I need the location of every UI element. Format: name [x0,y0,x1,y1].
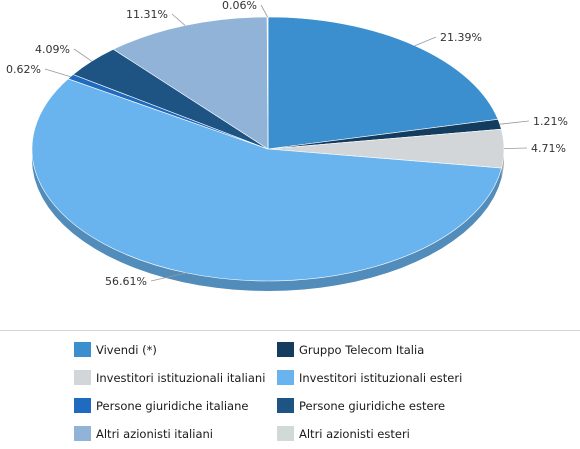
legend-item[interactable]: Investitori istituzionali esteri [277,367,487,388]
slice-data-label-0: 21.39% [440,31,482,44]
leader-line-4 [44,68,71,78]
leader-line-0 [414,36,437,47]
legend-item[interactable]: Investitori istituzionali italiani [74,367,277,388]
slice-data-label-5: 4.09% [35,43,70,56]
slice-data-label-7: 0.06% [222,0,257,12]
legend-swatch [277,426,294,441]
legend-divider [0,330,580,331]
legend-swatch [74,342,91,357]
legend-swatch [277,342,294,357]
leader-lines [44,4,530,282]
legend-swatch [277,370,294,385]
legend-item[interactable]: Persone giuridiche italiane [74,395,277,416]
legend-label: Persone giuridiche italiane [96,398,249,413]
legend-swatch [74,398,91,413]
leader-line-7 [260,4,268,18]
legend-label: Persone giuridiche estere [299,398,446,413]
leader-line-1 [499,120,530,125]
legend-item[interactable]: Gruppo Telecom Italia [277,339,487,360]
slice-data-label-2: 4.71% [531,142,566,155]
legend-label: Altri azionisti italiani [96,426,213,441]
leader-line-6 [171,13,186,26]
legend-item[interactable]: Altri azionisti italiani [74,423,277,444]
slice-data-label-1: 1.21% [533,115,568,128]
leader-line-3 [150,272,187,282]
pie-slice-0[interactable] [267,16,499,150]
pie-slices [31,16,505,282]
legend-label: Investitori istituzionali esteri [299,370,463,385]
legend-item[interactable]: Altri azionisti esteri [277,423,487,444]
legend-item[interactable]: Vivendi (*) [74,339,277,360]
legend-label: Gruppo Telecom Italia [299,342,425,357]
pie-chart: 21.39% 1.21% 4.71% 56.61% 0.62% 4.09% 11.31% 0.… [6,0,568,291]
pie-chart-svg: 21.39% 1.21% 4.71% 56.61% 0.62% 4.09% 11.31% 0.… [6,0,568,291]
legend-item[interactable]: Persone giuridiche estere [277,395,487,416]
slice-labels: 21.39% 1.21% 4.71% 56.61% 0.62% 4.09% 11.31% 0.… [6,0,568,288]
legend-swatch [277,398,294,413]
legend-label: Vivendi (*) [96,342,157,357]
leader-line-2 [503,147,528,149]
legend-label: Altri azionisti esteri [299,426,410,441]
slice-data-label-4: 0.62% [6,63,41,76]
legend-label: Investitori istituzionali italiani [96,370,266,385]
leader-line-5 [73,48,93,62]
slice-data-label-3: 56.61% [105,275,147,288]
legend: Vivendi (*) Gruppo Telecom Italia Investit… [74,339,494,444]
slice-data-label-6: 11.31% [126,8,168,21]
legend-swatch [74,370,91,385]
legend-swatch [74,426,91,441]
